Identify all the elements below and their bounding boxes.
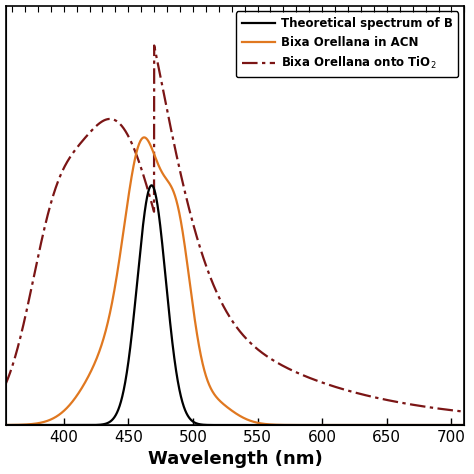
X-axis label: Wavelength (nm): Wavelength (nm)	[147, 450, 322, 468]
Legend: Theoretical spectrum of B, Bixa Orellana in ACN, Bixa Orellana onto TiO$_2$: Theoretical spectrum of B, Bixa Orellana…	[236, 11, 458, 77]
